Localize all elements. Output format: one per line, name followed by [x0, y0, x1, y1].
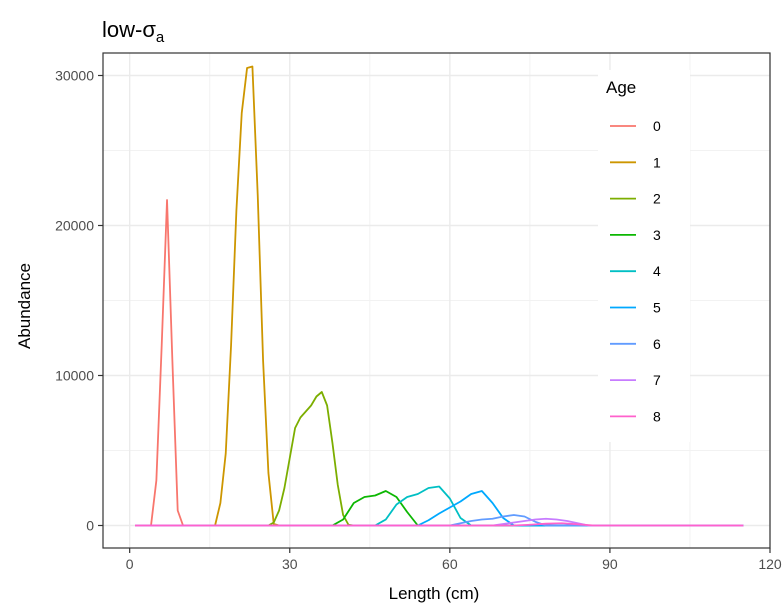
series-line-age-4 — [135, 485, 744, 527]
legend-label-age-6: 6 — [653, 336, 661, 352]
legend-label-age-5: 5 — [653, 300, 661, 316]
x-tick-label: 90 — [602, 556, 618, 572]
series-lines — [135, 65, 744, 527]
legend-label-age-0: 0 — [653, 118, 661, 134]
series-line-age-8 — [135, 522, 744, 527]
legend-label-age-1: 1 — [653, 154, 661, 170]
legend-label-age-4: 4 — [653, 263, 661, 279]
series-line-age-1 — [135, 65, 744, 527]
x-tick-label: 30 — [282, 556, 298, 572]
x-tick-label: 0 — [126, 556, 134, 572]
legend-label-age-7: 7 — [653, 372, 661, 388]
legend-label-age-2: 2 — [653, 191, 661, 207]
panel-border — [102, 52, 771, 549]
y-tick-label: 30000 — [55, 68, 94, 84]
legend-title: Age — [606, 78, 636, 97]
y-tick-label: 20000 — [55, 218, 94, 234]
chart-title-subscript: a — [156, 29, 165, 46]
legend-label-age-8: 8 — [653, 408, 661, 424]
x-tick-label: 60 — [442, 556, 458, 572]
y-tick-label: 0 — [86, 518, 94, 534]
y-tick-label: 10000 — [55, 368, 94, 384]
series-line-age-3 — [135, 490, 744, 527]
x-tick-label: 120 — [758, 556, 782, 572]
legend-items: 0 1 2 3 4 5 6 7 8 — [610, 118, 661, 424]
x-axis: 0 30 60 90 120 — [126, 548, 782, 572]
legend: Age 0 1 2 3 4 5 6 7 8 — [598, 70, 690, 442]
series-line-age-6 — [135, 514, 744, 527]
legend-label-age-3: 3 — [653, 227, 661, 243]
x-axis-title: Length (cm) — [389, 584, 480, 603]
y-axis-title: Abundance — [15, 263, 34, 349]
chart-title: low-σa — [102, 17, 165, 46]
series-line-age-5 — [135, 490, 744, 527]
series-line-age-2 — [135, 391, 744, 527]
y-axis: 0 10000 20000 30000 — [55, 68, 103, 534]
chart-title-main: low-σ — [102, 17, 156, 42]
